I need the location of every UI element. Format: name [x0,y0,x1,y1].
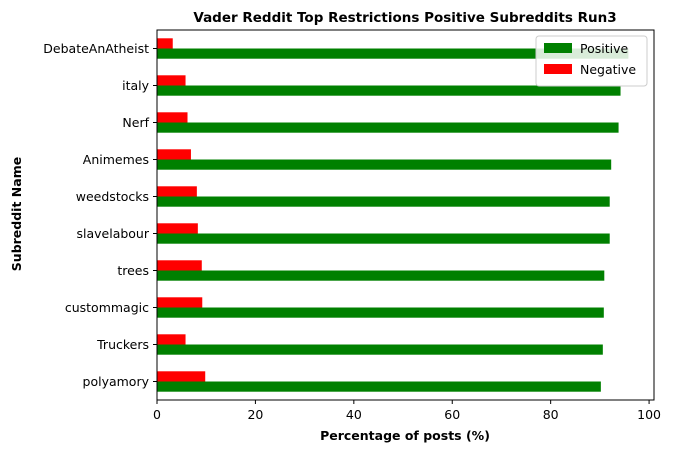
plot-area: polyamory Truckers custommagic trees slavela… [43,29,661,422]
x-tick-label-40: 40 [346,407,362,422]
y-axis-label: Subreddit Name [9,157,24,271]
y-tick-label-nerf: Nerf [122,115,149,130]
bar-negative-italy [157,75,186,86]
plot-frame [156,29,655,401]
x-axis-label: Percentage of posts (%) [320,428,490,443]
x-tick-label-20: 20 [247,407,263,422]
x-tick-label-60: 60 [444,407,460,422]
bar-positive-trees [157,270,605,281]
y-tick-label-weedstocks: weedstocks [76,189,149,204]
bar-negative-trees [157,260,202,271]
y-tick-label-slavelabour: slavelabour [76,226,149,241]
bar-positive-debateanatheist [157,48,629,59]
bar-positive-slavelabour [157,233,610,244]
bar-negative-truckers [157,334,186,345]
bar-negative-custommagic [157,297,203,308]
legend: Positive Negative [535,35,648,87]
y-tick-label-italy: italy [122,78,150,93]
y-tick-label-custommagic: custommagic [65,300,149,315]
y-tick-label-debateanatheist: DebateAnAtheist [43,41,149,56]
x-tick-label-80: 80 [543,407,559,422]
legend-swatch-positive [544,43,572,53]
bar-positive-polyamory [157,381,601,392]
y-tick-label-truckers: Truckers [96,337,149,352]
bar-negative-debateanatheist [157,38,173,49]
bar-negative-nerf [157,112,188,123]
bar-negative-animemes [157,149,191,160]
bar-positive-animemes [157,159,612,170]
legend-label-positive: Positive [580,41,628,56]
x-tick-label-0: 0 [153,407,161,422]
bar-positive-custommagic [157,307,604,318]
x-tick-label-100: 100 [637,407,661,422]
y-tick-label-polyamory: polyamory [83,374,150,389]
bar-positive-italy [157,85,621,96]
bar-positive-truckers [157,344,603,355]
chart-title: Vader Reddit Top Restrictions Positive S… [193,10,616,26]
bar-positive-weedstocks [157,196,610,207]
bar-negative-polyamory [157,371,206,382]
bar-negative-weedstocks [157,186,197,197]
legend-label-negative: Negative [580,62,636,77]
legend-swatch-negative [544,64,572,74]
y-tick-label-trees: trees [117,263,149,278]
bar-positive-nerf [157,122,619,133]
bar-negative-slavelabour [157,223,198,234]
y-tick-label-animemes: Animemes [83,152,149,167]
